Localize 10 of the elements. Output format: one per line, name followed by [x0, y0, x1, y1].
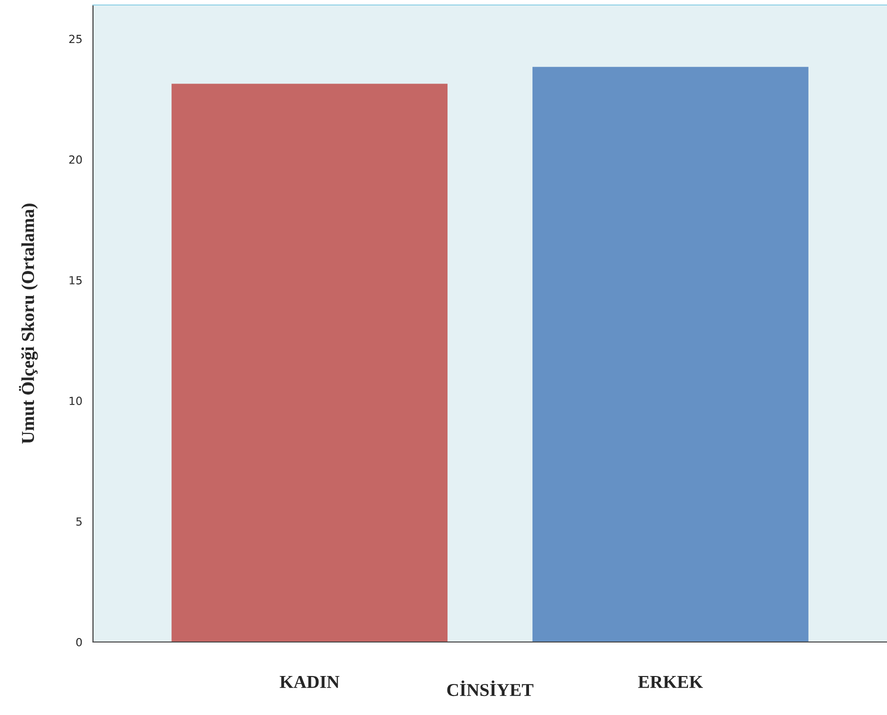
x-tick-label: KADIN: [280, 676, 340, 688]
y-tick-label: 0: [76, 638, 82, 646]
y-tick-label: 25: [69, 34, 82, 44]
y-tick-label: 15: [70, 276, 82, 284]
y-tick-label: 20: [69, 155, 82, 164]
x-axis-title: CİNSİYET: [447, 680, 534, 696]
x-tick-label: ERKEK: [638, 676, 703, 688]
y-axis-title: Umut Ölçeği Skoru (Ortalama): [18, 204, 38, 444]
y-tick-label: 10: [70, 396, 82, 406]
y-tick-label: 5: [76, 517, 82, 526]
